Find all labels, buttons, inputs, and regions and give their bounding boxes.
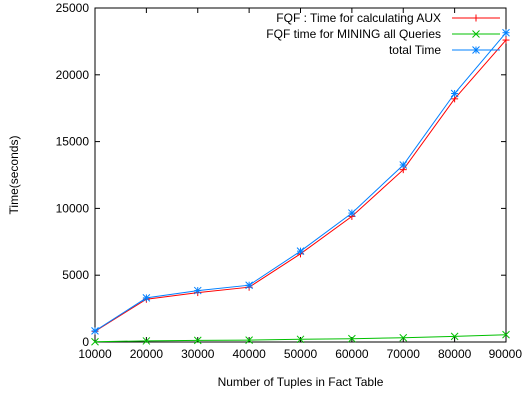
data-point xyxy=(502,330,510,339)
marker-stroke xyxy=(399,333,408,342)
legend-marker xyxy=(472,14,480,22)
y-tick-label: 25000 xyxy=(56,1,90,15)
legend-marker xyxy=(472,30,480,38)
series-layer xyxy=(91,28,510,346)
data-point xyxy=(91,327,99,335)
y-tick-label: 20000 xyxy=(56,68,90,82)
data-point xyxy=(348,209,356,217)
legend-label: total Time xyxy=(389,43,441,57)
legend-item: FQF time for MINING all Queries xyxy=(266,27,500,41)
x-tick-label: 20000 xyxy=(130,347,164,361)
x-tick-label: 90000 xyxy=(489,347,523,361)
x-tick-label: 10000 xyxy=(78,347,112,361)
marker-stroke xyxy=(502,330,510,339)
series-2 xyxy=(91,330,510,346)
marker-stroke xyxy=(472,30,480,38)
legend-item: FQF : Time for calculating AUX xyxy=(276,11,500,25)
x-axis-label: Number of Tuples in Fact Table xyxy=(218,375,384,389)
x-tick-label: 80000 xyxy=(438,347,472,361)
marker-stroke xyxy=(193,336,202,345)
data-point xyxy=(142,294,151,302)
marker-stroke xyxy=(450,332,459,341)
data-point xyxy=(296,247,305,256)
data-point xyxy=(296,335,305,344)
plot-frame xyxy=(94,7,507,343)
marker-stroke xyxy=(142,294,151,302)
data-point xyxy=(193,336,202,345)
marker-stroke xyxy=(91,337,99,346)
legend-label: FQF : Time for calculating AUX xyxy=(276,11,441,25)
series-line xyxy=(94,32,507,332)
x-tick-label: 70000 xyxy=(387,347,421,361)
marker-stroke xyxy=(450,89,459,98)
ticks-layer: 0 5000 10000 15000 20000 25000 10000 20000 30000… xyxy=(56,1,523,361)
marker-stroke xyxy=(348,209,356,217)
y-tick-label: 0 xyxy=(82,335,89,349)
data-point xyxy=(245,336,253,344)
data-point xyxy=(502,36,510,44)
data-point xyxy=(502,28,510,37)
marker-stroke xyxy=(193,286,202,295)
data-point xyxy=(348,334,356,343)
legend-marker xyxy=(472,46,480,54)
marker-stroke xyxy=(348,334,356,343)
marker-stroke xyxy=(502,28,510,37)
x-tick-label: 30000 xyxy=(181,347,215,361)
marker-stroke xyxy=(296,247,305,256)
legend-item: total Time xyxy=(389,43,500,57)
series-3 xyxy=(91,28,510,335)
legend: FQF : Time for calculating AUX FQF time f… xyxy=(266,11,500,57)
data-point xyxy=(450,332,459,341)
data-point xyxy=(245,281,253,290)
marker-stroke xyxy=(399,161,408,169)
marker-stroke xyxy=(245,281,253,290)
y-tick-label: 5000 xyxy=(62,268,89,282)
y-tick-label: 10000 xyxy=(56,201,90,215)
y-axis-label: Time(seconds) xyxy=(7,136,21,215)
data-point xyxy=(399,333,408,342)
series-line xyxy=(94,39,507,332)
marker-stroke xyxy=(296,335,305,344)
marker-stroke xyxy=(245,336,253,344)
x-tick-label: 60000 xyxy=(335,347,369,361)
series-1 xyxy=(91,36,510,335)
marker-stroke xyxy=(91,327,99,335)
data-point xyxy=(193,286,202,295)
data-point xyxy=(450,89,459,98)
data-point xyxy=(142,337,151,345)
data-point xyxy=(91,337,99,346)
legend-label: FQF time for MINING all Queries xyxy=(266,27,441,41)
marker-stroke xyxy=(472,46,480,54)
y-tick-label: 15000 xyxy=(56,135,90,149)
data-point xyxy=(399,161,408,169)
x-tick-label: 40000 xyxy=(232,347,266,361)
marker-stroke xyxy=(142,337,151,345)
x-tick-label: 50000 xyxy=(284,347,318,361)
